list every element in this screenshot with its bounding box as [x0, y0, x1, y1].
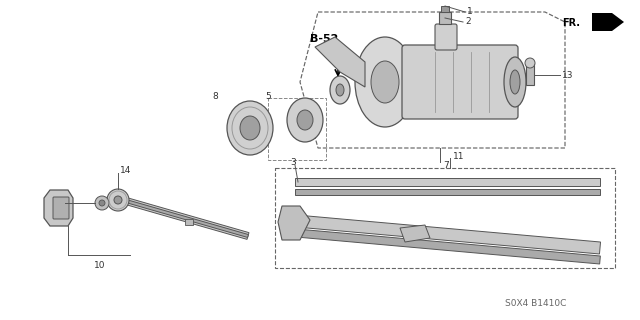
- Ellipse shape: [504, 57, 526, 107]
- Ellipse shape: [240, 116, 260, 140]
- Polygon shape: [284, 214, 600, 254]
- Ellipse shape: [330, 76, 350, 104]
- Text: 13: 13: [562, 70, 573, 79]
- Ellipse shape: [355, 37, 415, 127]
- Text: 3: 3: [290, 157, 296, 166]
- Polygon shape: [592, 13, 624, 31]
- FancyBboxPatch shape: [402, 45, 518, 119]
- Polygon shape: [125, 198, 249, 239]
- Polygon shape: [44, 190, 73, 226]
- Ellipse shape: [227, 101, 273, 155]
- Ellipse shape: [107, 189, 129, 211]
- Text: 11: 11: [453, 151, 465, 161]
- Circle shape: [99, 200, 105, 206]
- Ellipse shape: [297, 110, 313, 130]
- Ellipse shape: [510, 70, 520, 94]
- Ellipse shape: [114, 196, 122, 204]
- Text: 9: 9: [55, 197, 61, 206]
- FancyBboxPatch shape: [435, 24, 457, 50]
- Text: 6: 6: [253, 108, 259, 116]
- Polygon shape: [400, 225, 430, 242]
- Text: FR.: FR.: [562, 18, 580, 28]
- Polygon shape: [285, 228, 600, 264]
- Text: B-52: B-52: [310, 34, 339, 44]
- Ellipse shape: [336, 84, 344, 96]
- Text: 8: 8: [212, 92, 218, 100]
- Polygon shape: [315, 37, 365, 87]
- Text: 7: 7: [443, 161, 449, 170]
- Text: S0X4 B1410C: S0X4 B1410C: [505, 300, 566, 308]
- Polygon shape: [125, 200, 248, 237]
- Ellipse shape: [371, 61, 399, 103]
- Text: 4: 4: [346, 66, 351, 75]
- Bar: [439, 12, 451, 24]
- Bar: [526, 63, 534, 85]
- Bar: [441, 6, 449, 12]
- Text: 2: 2: [465, 17, 470, 26]
- Circle shape: [525, 58, 535, 68]
- Text: 1: 1: [467, 6, 473, 15]
- Circle shape: [95, 196, 109, 210]
- Text: 10: 10: [94, 260, 106, 269]
- Polygon shape: [295, 178, 600, 186]
- Text: 5: 5: [265, 92, 271, 100]
- Ellipse shape: [287, 98, 323, 142]
- FancyBboxPatch shape: [53, 197, 69, 219]
- Bar: [185, 219, 193, 225]
- Polygon shape: [295, 189, 600, 195]
- Text: 14: 14: [120, 165, 131, 174]
- Polygon shape: [278, 206, 310, 240]
